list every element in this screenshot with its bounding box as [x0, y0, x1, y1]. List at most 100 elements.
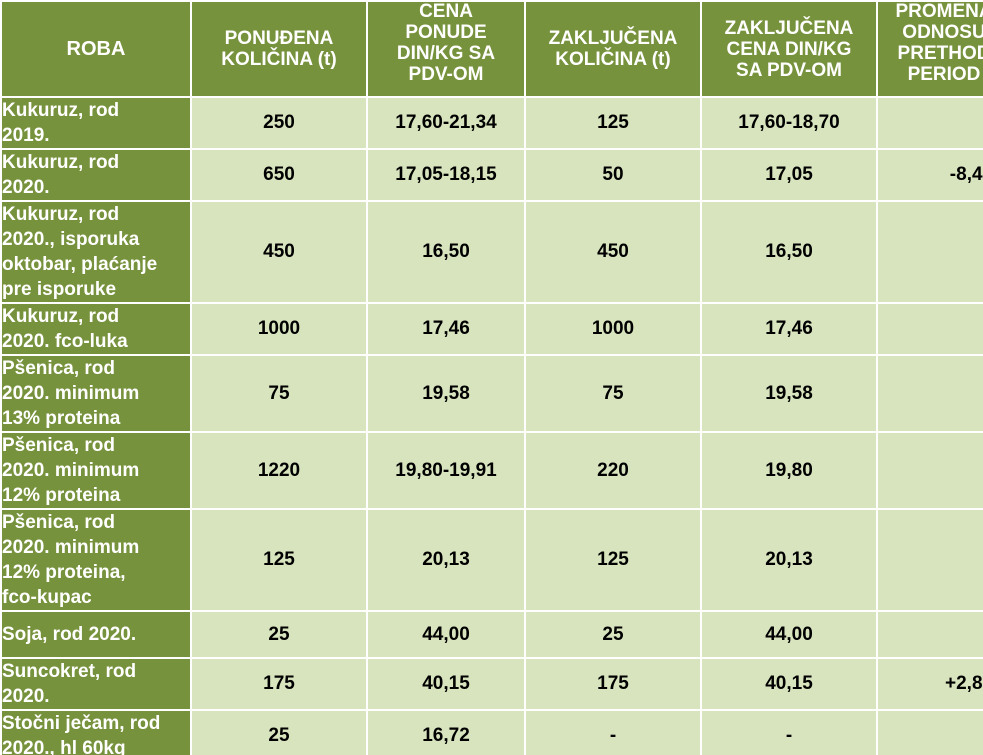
closed-quantity-cell: 75 — [524, 354, 702, 433]
closed-quantity-cell: - — [524, 709, 702, 755]
offered-quantity-cell: 75 — [190, 354, 368, 433]
offer-price-cell: 40,15 — [366, 657, 526, 711]
offered-quantity-cell: 450 — [190, 200, 368, 304]
offer-price-cell: 17,46 — [366, 302, 526, 356]
closed-quantity-cell: 125 — [524, 508, 702, 612]
closed-quantity-cell: 125 — [524, 96, 702, 150]
commodity-name-line: 2020. minimum — [2, 460, 140, 481]
offer-price-cell: 44,00 — [366, 610, 526, 659]
commodity-name-line: Kukuruz, rod — [2, 306, 120, 327]
closed-price-cell: 44,00 — [700, 610, 878, 659]
closed-price-cell: 17,05 — [700, 148, 878, 202]
header-cena-ponude: CENA PONUDE DIN/KG SA PDV-OM — [366, 0, 526, 98]
price-change-cell: - — [876, 302, 983, 356]
commodity-name-cell: Kukuruz, rod 2020. fco-luka — [0, 302, 192, 356]
closed-price-cell: 19,80 — [700, 431, 878, 510]
closed-price-cell: 17,60-18,70 — [700, 96, 878, 150]
commodity-name-line: 12% proteina, — [2, 562, 126, 583]
commodity-name-line: Kukuruz, rod — [2, 100, 120, 121]
commodity-name-line: 2020. minimum — [2, 537, 140, 558]
price-change-cell: - — [876, 96, 983, 150]
offer-price-cell: 19,80-19,91 — [366, 431, 526, 510]
table-row: Stočni ječam, rod 2020., hl 60kg 25 16,72- -… — [0, 709, 983, 755]
commodity-name-line: fco-kupac — [2, 587, 92, 608]
table-row: Pšenica, rod 2020. minimum 13% proteina 75 1… — [0, 354, 983, 433]
price-change-cell: - — [876, 354, 983, 433]
closed-price-cell: 19,58 — [700, 354, 878, 433]
price-change-cell: +2,82% — [876, 657, 983, 711]
commodity-name-line: 2020., isporuka — [2, 229, 140, 250]
commodity-name-line: Stočni ječam, rod — [2, 713, 161, 734]
offer-price-cell: 20,13 — [366, 508, 526, 612]
commodity-name-line: Pšenica, rod — [2, 512, 115, 533]
offered-quantity-cell: 250 — [190, 96, 368, 150]
offered-quantity-cell: 650 — [190, 148, 368, 202]
price-change-cell: - — [876, 610, 983, 659]
closed-price-cell: 40,15 — [700, 657, 878, 711]
commodity-name-line: Kukuruz, rod — [2, 152, 120, 173]
commodity-name-line: 13% proteina — [2, 408, 121, 429]
commodity-name-line: 2020. minimum — [2, 383, 140, 404]
closed-quantity-cell: 450 — [524, 200, 702, 304]
closed-price-cell: 17,46 — [700, 302, 878, 356]
commodity-name-line: pre isporuke — [2, 279, 117, 300]
price-change-cell: - — [876, 431, 983, 510]
closed-price-cell: 20,13 — [700, 508, 878, 612]
offer-price-cell: 17,05-18,15 — [366, 148, 526, 202]
commodity-name-line: 12% proteina — [2, 485, 121, 506]
closed-quantity-cell: 1000 — [524, 302, 702, 356]
table-row: Kukuruz, rod 2019. 250 17,60-21,34 125 17,60-… — [0, 96, 983, 150]
offered-quantity-cell: 1000 — [190, 302, 368, 356]
header-ponudjena-kolicina: PONUĐENA KOLIČINA (t) — [190, 0, 368, 98]
offer-price-cell: 19,58 — [366, 354, 526, 433]
closed-quantity-cell: 50 — [524, 148, 702, 202]
closed-quantity-cell: 175 — [524, 657, 702, 711]
closed-price-cell: - — [700, 709, 878, 755]
offered-quantity-cell: 25 — [190, 610, 368, 659]
table-row: Pšenica, rod 2020. minimum 12% proteina, fc… — [0, 508, 983, 612]
commodity-name-cell: Kukuruz, rod 2019. — [0, 96, 192, 150]
table-row: Kukuruz, rod 2020. fco-luka 1000 17,46 1000 1… — [0, 302, 983, 356]
header-row: ROBA PONUĐENA KOLIČINA (t) CENA PONUDE D… — [0, 0, 983, 98]
price-change-cell: - — [876, 508, 983, 612]
closed-quantity-cell: 220 — [524, 431, 702, 510]
header-promena: PROMENA ODNOSU PRETHOD PERIOD — [876, 0, 983, 98]
commodity-name-line: Soja, rod 2020. — [2, 624, 137, 645]
table-row: Kukuruz, rod 2020., isporuka oktobar, plać… — [0, 200, 983, 304]
commodity-name-line: oktobar, plaćanje — [2, 254, 158, 275]
commodity-name-cell: Kukuruz, rod 2020. — [0, 148, 192, 202]
commodity-name-cell: Stočni ječam, rod 2020., hl 60kg — [0, 709, 192, 755]
commodity-name-cell: Suncokret, rod 2020. — [0, 657, 192, 711]
offer-price-cell: 17,60-21,34 — [366, 96, 526, 150]
commodity-name-line: 2019. — [2, 125, 50, 146]
commodity-name-line: Kukuruz, rod — [2, 204, 120, 225]
commodity-name-line: Pšenica, rod — [2, 435, 115, 456]
offered-quantity-cell: 1220 — [190, 431, 368, 510]
table-row: Kukuruz, rod 2020. 650 17,05-18,15 50 17,05 -8… — [0, 148, 983, 202]
table-body: Kukuruz, rod 2019. 250 17,60-21,34 125 17,60-… — [0, 96, 983, 755]
offered-quantity-cell: 25 — [190, 709, 368, 755]
offer-price-cell: 16,72 — [366, 709, 526, 755]
commodity-name-cell: Pšenica, rod 2020. minimum 12% proteina — [0, 431, 192, 510]
table-row: Suncokret, rod2020.17540,1517540,15+2,82… — [0, 657, 983, 711]
commodity-name-cell: Soja, rod 2020. — [0, 610, 192, 659]
closed-price-cell: 16,50 — [700, 200, 878, 304]
offered-quantity-cell: 175 — [190, 657, 368, 711]
commodity-name-line: 2020. — [2, 177, 50, 198]
header-zakljucena-kolicina: ZAKLJUČENA KOLIČINA (t) — [524, 0, 702, 98]
offered-quantity-cell: 125 — [190, 508, 368, 612]
offer-price-cell: 16,50 — [366, 200, 526, 304]
price-change-cell: - — [876, 709, 983, 755]
header-roba: ROBA — [0, 0, 192, 98]
commodity-name-line: Pšenica, rod — [2, 358, 115, 379]
commodity-name-line: 2020. — [2, 686, 50, 707]
closed-quantity-cell: 25 — [524, 610, 702, 659]
price-change-cell: - — [876, 200, 983, 304]
price-change-cell: -8,46% — [876, 148, 983, 202]
table-row: Pšenica, rod 2020. minimum 12% proteina 122… — [0, 431, 983, 510]
commodity-name-line: Suncokret, rod — [2, 661, 137, 682]
commodity-name-line: 2020. fco-luka — [2, 331, 128, 352]
